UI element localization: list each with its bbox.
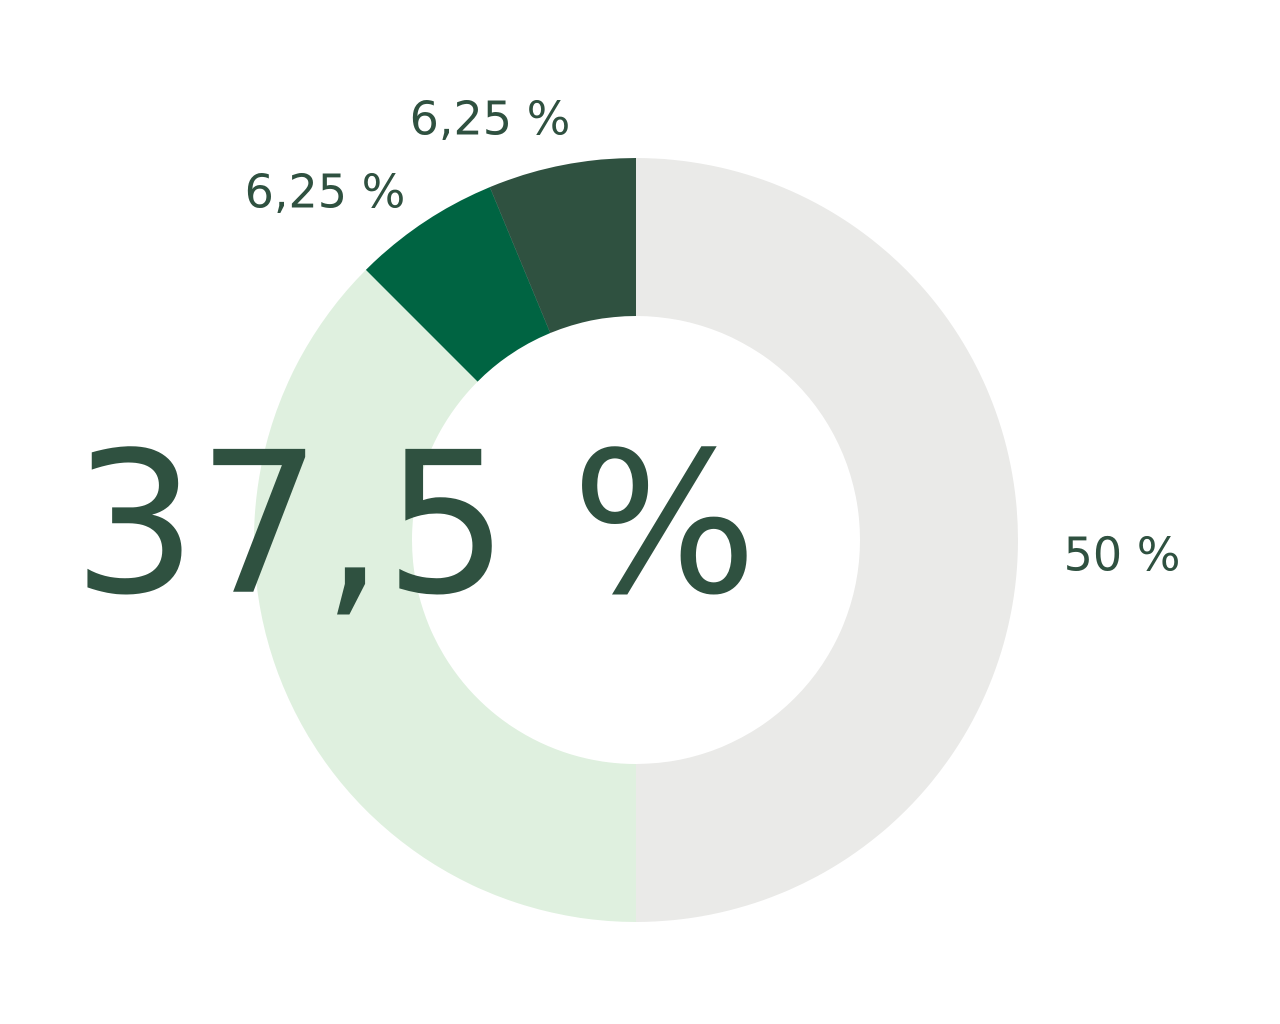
slice-label: 6,25 % [410, 92, 571, 146]
slice-label: 37,5 % [73, 411, 758, 639]
slice-label: 50 % [1064, 528, 1181, 582]
donut-slice [253, 269, 637, 922]
slice-label: 6,25 % [245, 165, 406, 219]
donut-slice [636, 158, 1018, 922]
donut-slice [365, 187, 551, 382]
donut-slice [489, 158, 636, 334]
